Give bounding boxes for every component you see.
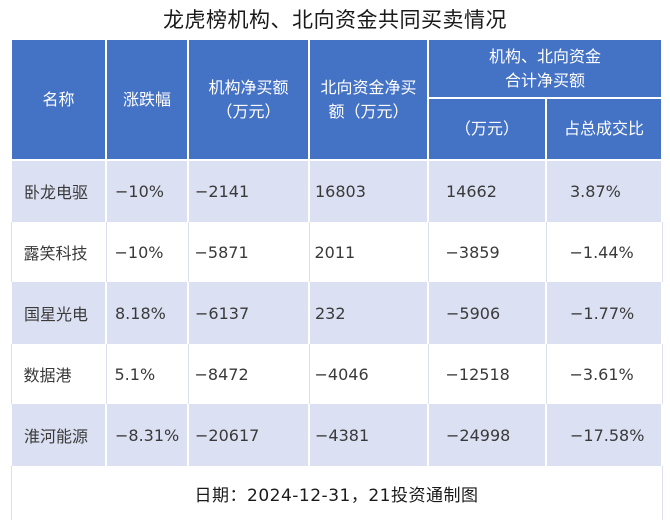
cell-combined-amount: −24998 [427, 404, 547, 466]
cell-combined-amount: −5906 [427, 282, 547, 344]
cell-change: −8.31% [105, 404, 189, 466]
header-row-sub: （万元） 占总成交比 [11, 97, 664, 161]
cell-change: 5.1% [105, 343, 189, 405]
table-row: 卧龙电驱 −10% −2141 16803 14662 3.87% [10, 160, 664, 222]
cell-turnover-ratio: −1.77% [544, 282, 664, 344]
table-footer: 日期：2024-12-31，21投资通制图 [10, 465, 663, 520]
cell-northbound-net-buy: 16803 [308, 160, 429, 222]
column-header-northbound-net-buy: 北向资金净买 额（万元） [308, 38, 429, 161]
table-row: 露笑科技 −10% −5871 2011 −3859 −1.44% [10, 221, 663, 283]
cell-stock-name: 卧龙电驱 [10, 160, 107, 222]
table-header: 名称 涨跌幅 机构净买额 （万元） 北向资金净买 额（万元） 机构、北向资金 合… [10, 38, 664, 161]
cell-change: −10% [105, 160, 189, 222]
column-header-name: 名称 [10, 38, 107, 161]
column-header-combined-group: 机构、北向资金 合计净买额 [426, 38, 664, 99]
column-header-turnover-ratio: 占总成交比 [544, 97, 664, 161]
page-title: 龙虎榜机构、北向资金共同买卖情况 [163, 8, 507, 32]
cell-institution-net-buy: −8472 [187, 343, 310, 405]
cell-institution-net-buy: −20617 [187, 404, 310, 466]
column-header-institution-net-buy: 机构净买额 （万元） [187, 38, 310, 161]
cell-institution-net-buy: −2141 [187, 160, 310, 222]
table-row: 国星光电 8.18% −6137 232 −5906 −1.77% [10, 282, 664, 344]
cell-change: −10% [105, 221, 189, 283]
cell-northbound-net-buy: 232 [308, 282, 429, 344]
cell-turnover-ratio: 3.87% [544, 160, 664, 222]
cell-change: 8.18% [105, 282, 189, 344]
footer-row: 日期：2024-12-31，21投资通制图 [10, 465, 663, 520]
cell-combined-amount: −12518 [427, 343, 547, 405]
cell-combined-amount: 14662 [427, 160, 547, 222]
cell-northbound-net-buy: −4046 [308, 343, 429, 405]
cell-institution-net-buy: −5871 [187, 221, 310, 283]
cell-institution-net-buy: −6137 [187, 282, 310, 344]
cell-northbound-net-buy: −4381 [308, 404, 429, 466]
cell-turnover-ratio: −1.44% [545, 221, 663, 283]
column-header-combined-amount: （万元） [427, 97, 547, 161]
cell-turnover-ratio: −3.61% [545, 343, 663, 405]
table-row: 淮河能源 −8.31% −20617 −4381 −24998 −17.58% [10, 404, 664, 466]
stock-data-table: 名称 涨跌幅 机构净买额 （万元） 北向资金净买 额（万元） 机构、北向资金 合… [10, 38, 664, 520]
cell-stock-name: 露笑科技 [10, 221, 107, 283]
header-row-main: 名称 涨跌幅 机构净买额 （万元） 北向资金净买 额（万元） 机构、北向资金 合… [10, 38, 664, 161]
cell-stock-name: 淮河能源 [10, 404, 107, 466]
cell-turnover-ratio: −17.58% [544, 404, 664, 466]
column-header-change: 涨跌幅 [105, 38, 189, 161]
cell-northbound-net-buy: 2011 [308, 221, 429, 283]
date-source-note: 日期：2024-12-31，21投资通制图 [10, 465, 663, 520]
cell-stock-name: 数据港 [10, 343, 107, 405]
table-row: 数据港 5.1% −8472 −4046 −12518 −3.61% [10, 343, 663, 405]
cell-stock-name: 国星光电 [10, 282, 107, 344]
cell-combined-amount: −3859 [427, 221, 547, 283]
table-body: 卧龙电驱 −10% −2141 16803 14662 3.87% 露笑科技 −… [10, 160, 664, 466]
